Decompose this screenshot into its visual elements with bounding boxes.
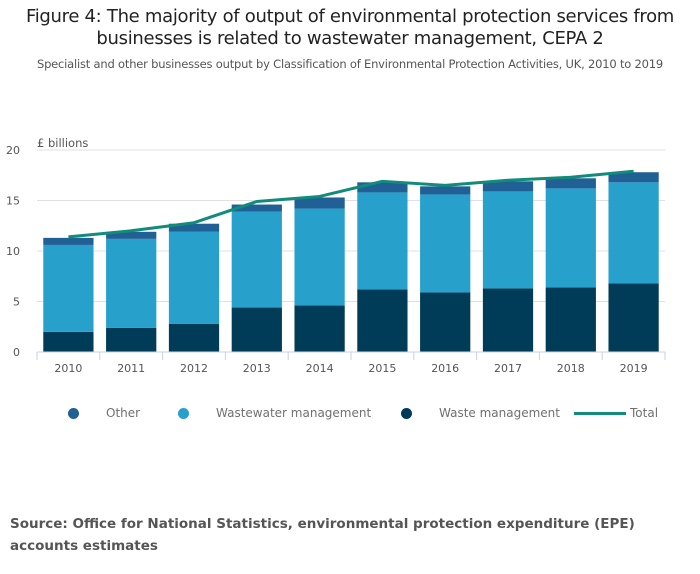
bar-waste-2013 <box>231 307 282 352</box>
chart-title: Figure 4: The majority of output of envi… <box>0 6 700 50</box>
x-tick-label: 2014 <box>306 362 334 375</box>
bar-other-2019 <box>608 172 659 183</box>
legend-label-wastewater: Wastewater management <box>216 406 372 420</box>
x-tick-label: 2013 <box>243 362 271 375</box>
legend-swatch-waste <box>401 407 412 419</box>
legend-swatch-total <box>574 411 626 415</box>
bar-waste-2014 <box>294 305 345 352</box>
bar-waste-2010 <box>43 331 94 352</box>
x-tick-label: 2015 <box>368 362 396 375</box>
bar-other-2018 <box>545 178 596 189</box>
y-tick-label: 20 <box>6 144 20 157</box>
legend-item-waste[interactable]: Waste management <box>401 406 560 420</box>
x-tick-label: 2011 <box>117 362 145 375</box>
y-axis-label: £ billions <box>37 136 89 150</box>
chart-plot: 0 5 10 15 20 2010 2011 2012 2013 2014 2015 2016 2017… <box>6 144 666 375</box>
source-note: Source: Office for National Statistics, … <box>10 516 635 554</box>
line-total <box>68 169 634 239</box>
bar-other-2012 <box>168 223 220 232</box>
legend-item-total[interactable]: Total <box>574 406 658 420</box>
bar-wastewater-2019 <box>608 182 659 284</box>
chart-title-line-2: businesses is related to wastewater mana… <box>96 28 604 49</box>
bar-waste-2017 <box>482 288 534 352</box>
x-tick-label: 2018 <box>557 362 585 375</box>
chart-subtitle: Specialist and other businesses output b… <box>36 57 664 71</box>
x-tick-label: 2017 <box>494 362 522 375</box>
bar-wastewater-2015 <box>357 192 408 290</box>
bar-other-2013 <box>231 204 282 212</box>
bar-waste-2016 <box>420 292 471 352</box>
bar-wastewater-2012 <box>168 231 220 324</box>
bar-other-2014 <box>294 197 345 209</box>
y-tick-label: 0 <box>13 346 20 359</box>
bar-wastewater-2010 <box>43 244 94 332</box>
bar-wastewater-2016 <box>420 194 471 293</box>
bar-waste-2011 <box>106 327 157 352</box>
y-tick-label: 15 <box>6 195 20 208</box>
y-tick-label: 5 <box>13 296 20 309</box>
x-tick-label: 2016 <box>431 362 459 375</box>
bar-wastewater-2011 <box>106 238 157 328</box>
chart-legend: Other Wastewater management Waste manage… <box>0 406 700 426</box>
chart-title-line-1: Figure 4: The majority of output of envi… <box>25 6 675 27</box>
legend-label-total: Total <box>630 406 659 420</box>
legend-swatch-other <box>68 407 79 419</box>
bar-other-2016 <box>420 186 471 195</box>
bar-wastewater-2014 <box>294 208 345 306</box>
bar-waste-2015 <box>357 289 408 352</box>
bar-other-2015 <box>357 182 408 193</box>
x-tick-label: 2012 <box>180 362 208 375</box>
legend-label-other: Other <box>106 406 141 420</box>
y-tick-label: 10 <box>6 245 20 258</box>
bar-wastewater-2018 <box>545 188 596 288</box>
bar-waste-2012 <box>168 323 220 352</box>
legend-label-waste: Waste management <box>439 406 560 420</box>
x-tick-label: 2019 <box>620 362 648 375</box>
x-tick-label: 2010 <box>54 362 82 375</box>
bar-other-2011 <box>106 231 157 239</box>
bar-wastewater-2017 <box>482 191 534 289</box>
legend-item-wastewater[interactable]: Wastewater management <box>178 406 371 420</box>
bar-other-2017 <box>482 181 534 192</box>
bar-waste-2018 <box>545 287 596 352</box>
legend-swatch-wastewater <box>178 407 189 419</box>
bar-other-2010 <box>43 237 94 245</box>
legend-item-other[interactable]: Other <box>68 406 140 420</box>
bar-wastewater-2013 <box>231 211 282 308</box>
bar-waste-2019 <box>608 283 659 352</box>
